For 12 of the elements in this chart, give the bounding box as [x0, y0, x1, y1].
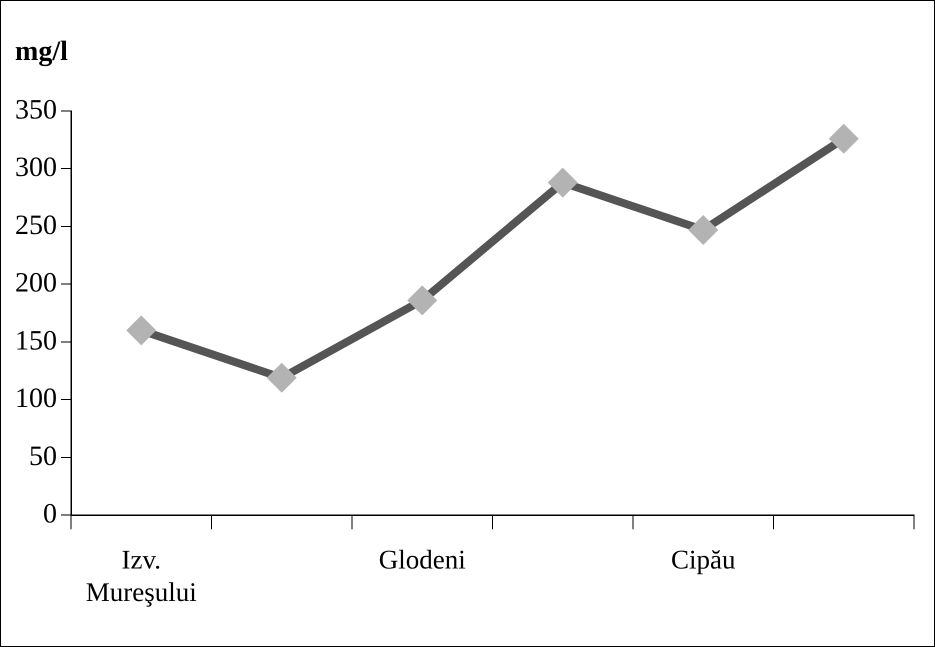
y-tick-label: 350 — [15, 94, 57, 126]
y-tick-label: 100 — [15, 383, 57, 414]
x-tick-label: Izv. Mureşului — [86, 544, 197, 607]
y-tick-label: 250 — [15, 210, 57, 241]
y-tick-label: 50 — [29, 440, 57, 472]
y-tick-label: 300 — [15, 152, 57, 184]
y-axis-title: mg/l — [15, 36, 68, 68]
x-tick-label: Glodeni — [378, 544, 466, 574]
y-tick-label: 200 — [15, 268, 57, 299]
x-tick-label: Cipău — [671, 544, 736, 574]
y-tick-label: 0 — [43, 498, 57, 530]
y-tick-label: 150 — [15, 325, 57, 356]
